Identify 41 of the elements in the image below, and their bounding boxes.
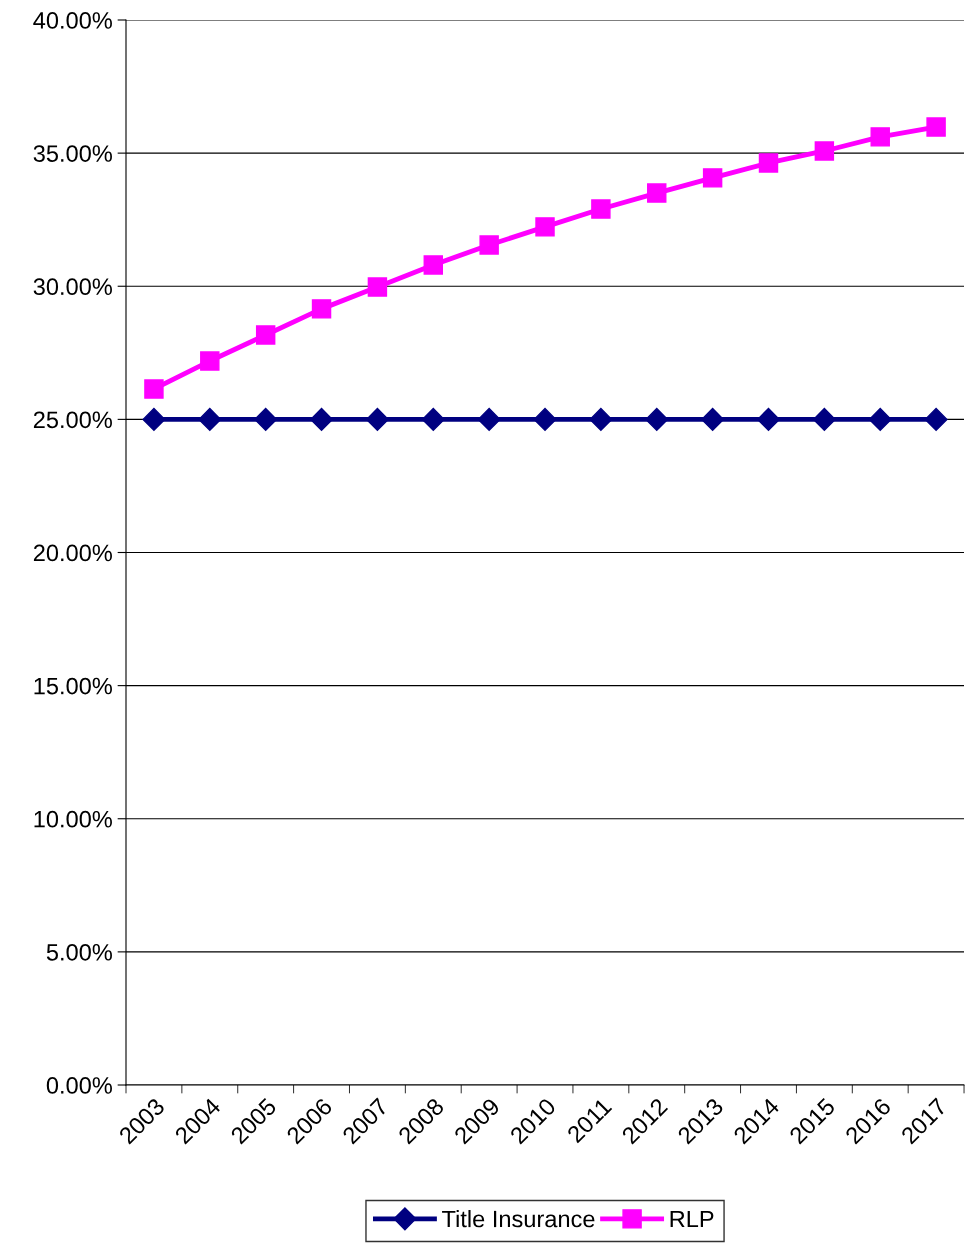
point xyxy=(142,407,166,431)
point xyxy=(926,117,946,137)
y-tick-label: 40.00% xyxy=(33,12,112,29)
point xyxy=(702,168,723,188)
point xyxy=(421,407,445,431)
point xyxy=(365,407,389,431)
y-tick-label: 30.00% xyxy=(33,278,112,296)
point xyxy=(255,325,276,345)
point xyxy=(924,407,948,431)
point xyxy=(756,407,780,431)
point xyxy=(701,407,725,431)
y-tick-label: 10.00% xyxy=(34,810,112,828)
point xyxy=(535,217,555,237)
point xyxy=(311,299,332,319)
point xyxy=(144,379,164,399)
point xyxy=(200,351,220,371)
y-tick-label: 25.00% xyxy=(33,411,112,429)
point xyxy=(870,127,890,147)
point xyxy=(812,407,836,431)
point xyxy=(647,183,667,203)
point xyxy=(533,407,557,431)
point xyxy=(591,199,611,219)
point xyxy=(198,407,222,431)
point xyxy=(868,407,892,431)
point xyxy=(758,153,779,173)
point xyxy=(310,407,334,431)
point xyxy=(423,255,444,275)
legend-label: Title Insurance xyxy=(442,1210,595,1228)
legend-label: RLP xyxy=(670,1210,714,1228)
point xyxy=(479,235,499,255)
y-tick-label: 15.00% xyxy=(34,677,112,695)
point xyxy=(589,407,613,431)
point xyxy=(645,407,669,431)
y-tick-label: 5.00% xyxy=(46,943,112,961)
y-tick-label: 0.00% xyxy=(46,1077,112,1094)
y-tick-label: 20.00% xyxy=(33,544,112,562)
y-tick-label: 35.00% xyxy=(33,145,112,162)
point xyxy=(477,407,501,431)
point xyxy=(367,277,388,297)
point xyxy=(814,141,835,161)
point xyxy=(254,407,278,431)
